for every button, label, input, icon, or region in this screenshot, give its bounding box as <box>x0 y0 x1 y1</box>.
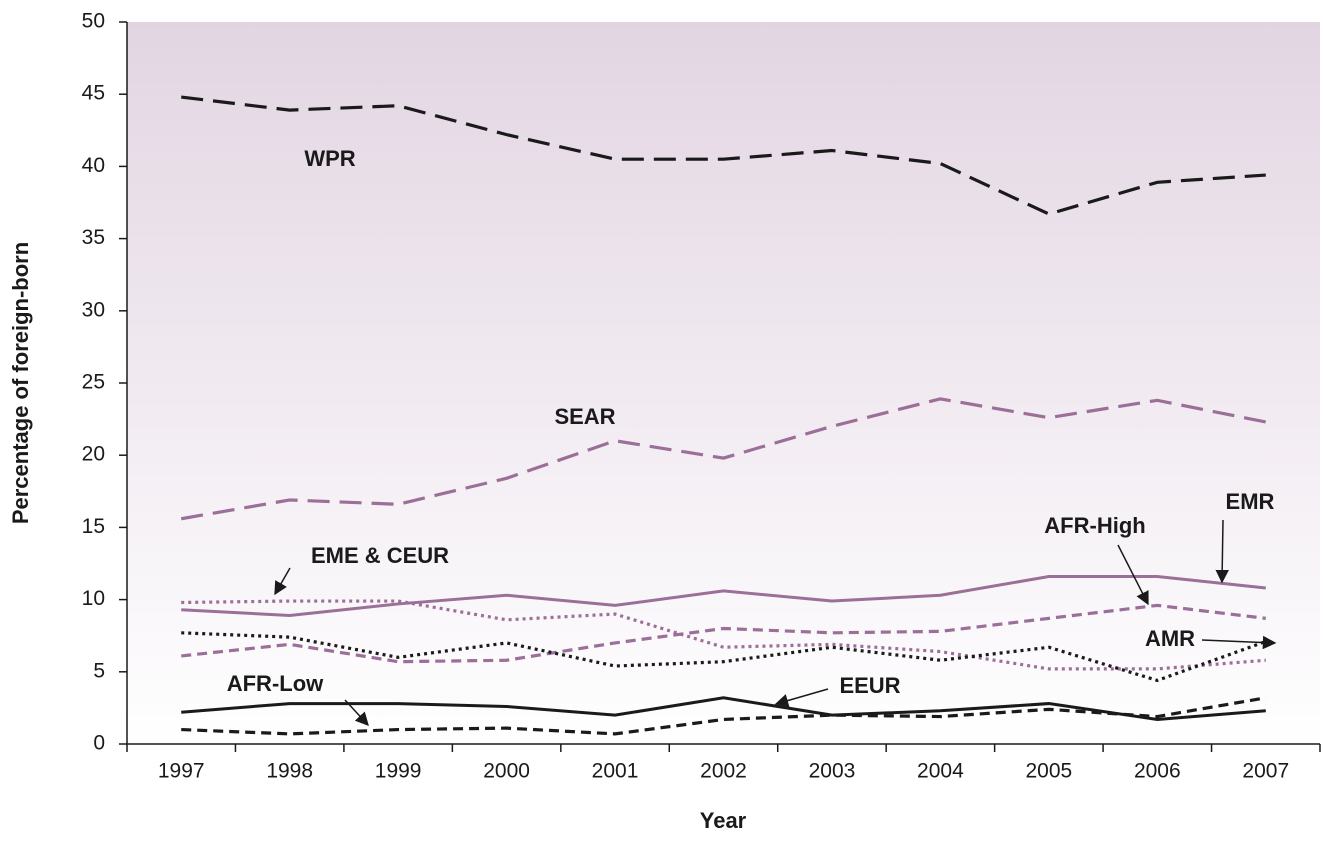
x-tick-label: 2001 <box>592 760 639 783</box>
series-line <box>181 574 1266 617</box>
x-tick-label: 2000 <box>483 760 530 783</box>
y-axis-label: Percentage of foreign-born <box>8 242 33 524</box>
x-tick-label: 2003 <box>809 760 856 783</box>
y-tick-label: 45 <box>82 82 105 105</box>
plot-area <box>127 22 1320 744</box>
series-label: WPR <box>304 146 355 171</box>
label-arrow <box>344 699 369 726</box>
x-tick-label: 1998 <box>266 760 313 783</box>
label-arrow <box>1201 635 1277 650</box>
y-tick-label: 10 <box>82 587 105 610</box>
y-tick-label: 5 <box>93 659 105 682</box>
series-line <box>180 397 1267 521</box>
y-tick-label: 50 <box>82 10 105 33</box>
series-label: AFR-High <box>1044 513 1145 538</box>
x-axis-label: Year <box>700 808 747 833</box>
y-tick-label: 0 <box>93 732 105 755</box>
label-arrow <box>1215 519 1229 584</box>
x-tick-label: 2004 <box>917 760 964 783</box>
series-label: EMR <box>1226 489 1275 514</box>
x-tick-label: 1999 <box>375 760 422 783</box>
y-tick-label: 35 <box>82 226 105 249</box>
series-label: EEUR <box>839 673 900 698</box>
y-tick-label: 30 <box>82 298 105 321</box>
x-tick-label: 2002 <box>700 760 747 783</box>
x-tick-label: 2006 <box>1134 760 1181 783</box>
label-arrow <box>274 567 291 596</box>
label-arrow <box>774 688 829 708</box>
series-label: AFR-Low <box>227 671 324 696</box>
series-line <box>181 95 1266 216</box>
y-tick-label: 25 <box>82 371 105 394</box>
x-tick-label: 2005 <box>1026 760 1073 783</box>
series-label: AMR <box>1145 626 1195 651</box>
series-line <box>181 696 1266 721</box>
series-line <box>181 696 1267 736</box>
y-tick-label: 15 <box>82 515 105 538</box>
y-tick-label: 40 <box>82 154 105 177</box>
series-line <box>181 599 1266 671</box>
series-label: SEAR <box>554 404 615 429</box>
series-line <box>181 603 1266 664</box>
x-tick-label: 1997 <box>158 760 205 783</box>
x-tick-label: 2007 <box>1242 760 1289 783</box>
series-line <box>181 631 1267 683</box>
series-label: EME & CEUR <box>311 543 449 568</box>
label-arrow <box>1117 544 1149 606</box>
y-tick-label: 20 <box>82 443 105 466</box>
